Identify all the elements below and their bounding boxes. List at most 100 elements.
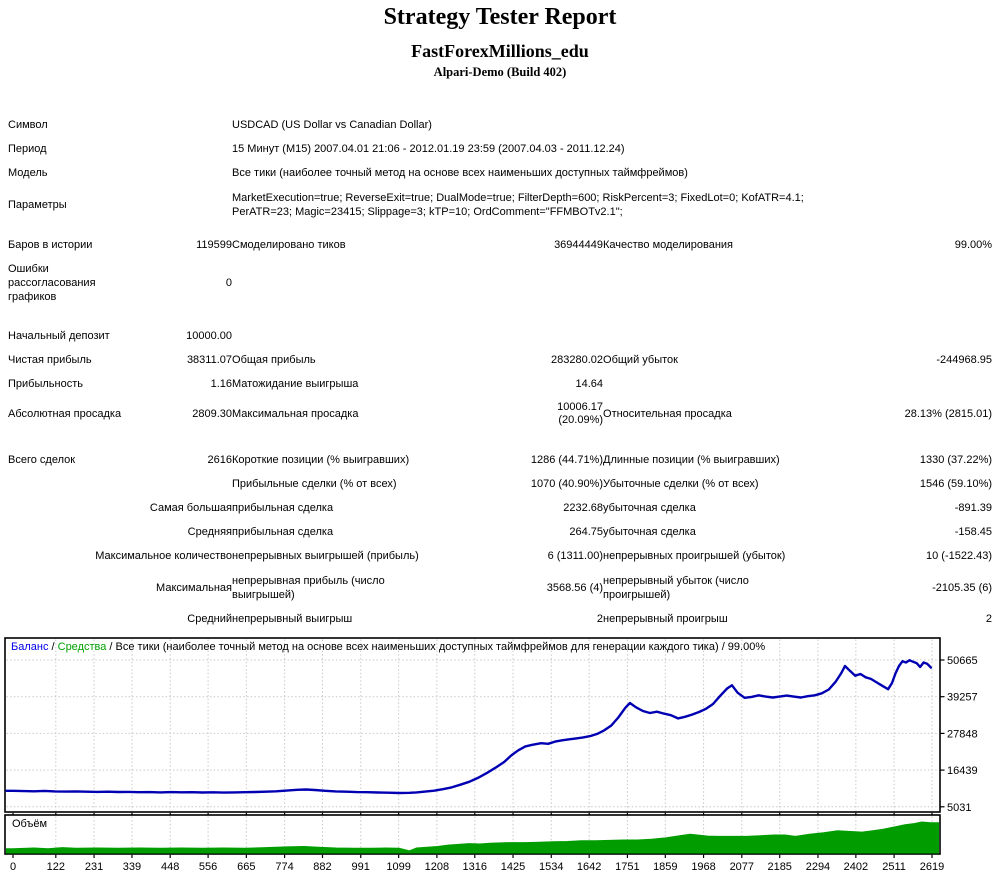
total-trades-value: 2616 bbox=[207, 454, 233, 466]
absolute-drawdown-label: Абсолютная просадка bbox=[8, 408, 122, 420]
parameters-label: Параметры bbox=[8, 199, 67, 211]
symbol-value: USDCAD (US Dollar vs Canadian Dollar) bbox=[232, 119, 432, 131]
gross-loss-label: Общий убыток bbox=[603, 354, 678, 366]
bars-value: 119599 bbox=[196, 239, 233, 251]
symbol-label: Символ bbox=[8, 119, 48, 131]
x-axis-label: 1642 bbox=[577, 861, 601, 873]
total-trades-label: Всего сделок bbox=[8, 454, 76, 466]
table-row: Самая большая прибыльная сделка 2232.68 убы… bbox=[8, 496, 992, 520]
x-axis-label: 665 bbox=[237, 861, 255, 873]
x-axis-label: 1859 bbox=[653, 861, 677, 873]
avg-consecutive-losses-value: 2 bbox=[985, 613, 993, 625]
table-row: Прибыльные сделки (% от всех) 1070 (40.90… bbox=[8, 472, 992, 496]
table-row: Ошибки рассогласования графиков 0 bbox=[8, 257, 992, 309]
gross-loss-value: -244968.95 bbox=[936, 354, 993, 366]
x-axis-label: 2402 bbox=[844, 861, 868, 873]
legend-model-note: Все тики (наиболее точный метод на основ… bbox=[115, 641, 766, 653]
x-axis-label: 1751 bbox=[615, 861, 639, 873]
model-label: Модель bbox=[8, 167, 48, 179]
y-axis-label: 5031 bbox=[947, 802, 971, 814]
absolute-drawdown-value: 2809.30 bbox=[192, 408, 233, 420]
spacer-cell bbox=[8, 309, 992, 324]
table-row: Максимальное количество непрерывных выигр… bbox=[8, 544, 992, 568]
average-label: Средняя bbox=[187, 526, 233, 538]
initial-deposit-label: Начальный депозит bbox=[8, 330, 110, 342]
balance-plot-box bbox=[4, 637, 941, 813]
model-value: Все тики (наиболее точный метод на основ… bbox=[232, 167, 688, 179]
report-table: Символ USDCAD (US Dollar vs Canadian Doll… bbox=[8, 113, 992, 630]
x-axis-label: 774 bbox=[275, 861, 293, 873]
y-axis-label: 27848 bbox=[947, 728, 978, 740]
spacer-cell bbox=[8, 432, 992, 448]
table-row: Максимальная непрерывная прибыль (число вы… bbox=[8, 568, 992, 608]
profit-factor-label: Прибыльность bbox=[8, 378, 83, 390]
average-loss-trade-label: убыточная сделка bbox=[603, 526, 696, 538]
largest-profit-trade-label: прибыльная сделка bbox=[232, 502, 334, 514]
legend-balance-label: Баланс bbox=[11, 641, 49, 653]
table-row: Символ USDCAD (US Dollar vs Canadian Doll… bbox=[8, 113, 992, 137]
x-axis-label: 1316 bbox=[463, 861, 487, 873]
x-axis-label: 2185 bbox=[767, 861, 791, 873]
gross-profit-value: 283280.02 bbox=[551, 354, 604, 366]
x-axis-label: 231 bbox=[85, 861, 103, 873]
volume-chart-label: Объём bbox=[12, 818, 48, 830]
ticks-label: Смоделировано тиков bbox=[232, 239, 346, 251]
chart-legend: Баланс / Средства / Все тики (наиболее т… bbox=[11, 641, 765, 653]
x-axis-label: 991 bbox=[352, 861, 370, 873]
x-axis-label: 0 bbox=[10, 861, 16, 873]
x-axis-label: 339 bbox=[123, 861, 141, 873]
x-axis-label: 882 bbox=[313, 861, 331, 873]
table-row: Прибыльность 1.16 Матожидание выигрыша 14.6… bbox=[8, 372, 992, 396]
table-row: Всего сделок 2616 Короткие позиции (% выиг… bbox=[8, 448, 992, 472]
table-spacer-row bbox=[8, 309, 992, 324]
empty-cell bbox=[232, 257, 992, 309]
ticks-value: 36944449 bbox=[554, 239, 604, 251]
quality-label: Качество моделирования bbox=[603, 239, 734, 251]
consecutive-profit-value: 3568.56 (4) bbox=[546, 582, 604, 594]
empty-cell bbox=[8, 472, 232, 496]
average-profit-trade-value: 264.75 bbox=[569, 526, 604, 538]
profit-factor-value: 1.16 bbox=[210, 378, 233, 390]
table-row: Абсолютная просадка 2809.30 Максимальная п… bbox=[8, 396, 992, 432]
y-axis-label: 39257 bbox=[947, 692, 978, 704]
avg-consecutive-wins-value: 2 bbox=[596, 613, 604, 625]
x-axis-label: 2511 bbox=[882, 861, 906, 873]
report-title: Strategy Tester Report bbox=[383, 4, 617, 30]
loss-trades-value: 1546 (59.10%) bbox=[919, 478, 993, 490]
profit-trades-label: Прибыльные сделки (% от всех) bbox=[232, 478, 397, 490]
consecutive-profit-label: непрерывная прибыль (число выигрышей) bbox=[232, 575, 385, 601]
mismatch-errors-value: 0 bbox=[225, 277, 233, 289]
mismatch-errors-label: Ошибки рассогласования графиков bbox=[8, 263, 96, 303]
x-axis-label: 2294 bbox=[806, 861, 830, 873]
avg-consecutive-wins-label: непрерывный выигрыш bbox=[232, 613, 353, 625]
empty-cell bbox=[603, 372, 992, 396]
x-axis-label: 1968 bbox=[691, 861, 715, 873]
loss-trades-label: Убыточные сделки (% от всех) bbox=[603, 478, 759, 490]
table-row: Средняя прибыльная сделка 264.75 убыточная … bbox=[8, 520, 992, 544]
table-spacer-row bbox=[8, 225, 992, 233]
short-positions-label: Короткие позиции (% выигравших) bbox=[232, 454, 410, 466]
table-row: Чистая прибыль 38311.07 Общая прибыль 28328… bbox=[8, 348, 992, 372]
long-positions-label: Длинные позиции (% выигравших) bbox=[603, 454, 780, 466]
consecutive-loss-label: непрерывный убыток (число проигрышей) bbox=[603, 575, 749, 601]
legend-separator: / bbox=[48, 641, 58, 653]
balance-series-line bbox=[5, 659, 933, 795]
server-build: Alpari-Demo (Build 402) bbox=[433, 65, 567, 79]
legend-separator: / bbox=[106, 641, 116, 653]
spacer-cell bbox=[8, 225, 992, 233]
x-axis-label: 1208 bbox=[425, 861, 449, 873]
largest-profit-trade-value: 2232.68 bbox=[563, 502, 604, 514]
table-row: Средний непрерывный выигрыш 2 непрерывный п… bbox=[8, 608, 992, 630]
consecutive-losses-value: 10 (-1522.43) bbox=[925, 550, 993, 562]
consecutive-loss-value: -2105.35 (6) bbox=[932, 582, 993, 594]
legend-equity-label: Средства bbox=[57, 641, 107, 653]
maximum-count-label: Максимальное количество bbox=[95, 550, 233, 562]
empty-cell bbox=[232, 324, 992, 348]
report-table-body: Символ USDCAD (US Dollar vs Canadian Doll… bbox=[8, 113, 992, 630]
avg-consecutive-losses-label: непрерывный проигрыш bbox=[603, 613, 728, 625]
chart-svg: 50665 39257 27848 16439 5031 0 122 231 339 448 556… bbox=[4, 637, 978, 873]
consecutive-wins-value: 6 (1311.00) bbox=[547, 550, 604, 562]
x-axis-label: 2619 bbox=[920, 861, 944, 873]
y-axis-label: 16439 bbox=[947, 765, 978, 777]
maximal-drawdown-value: 10006.17 (20.09%) bbox=[557, 401, 604, 426]
